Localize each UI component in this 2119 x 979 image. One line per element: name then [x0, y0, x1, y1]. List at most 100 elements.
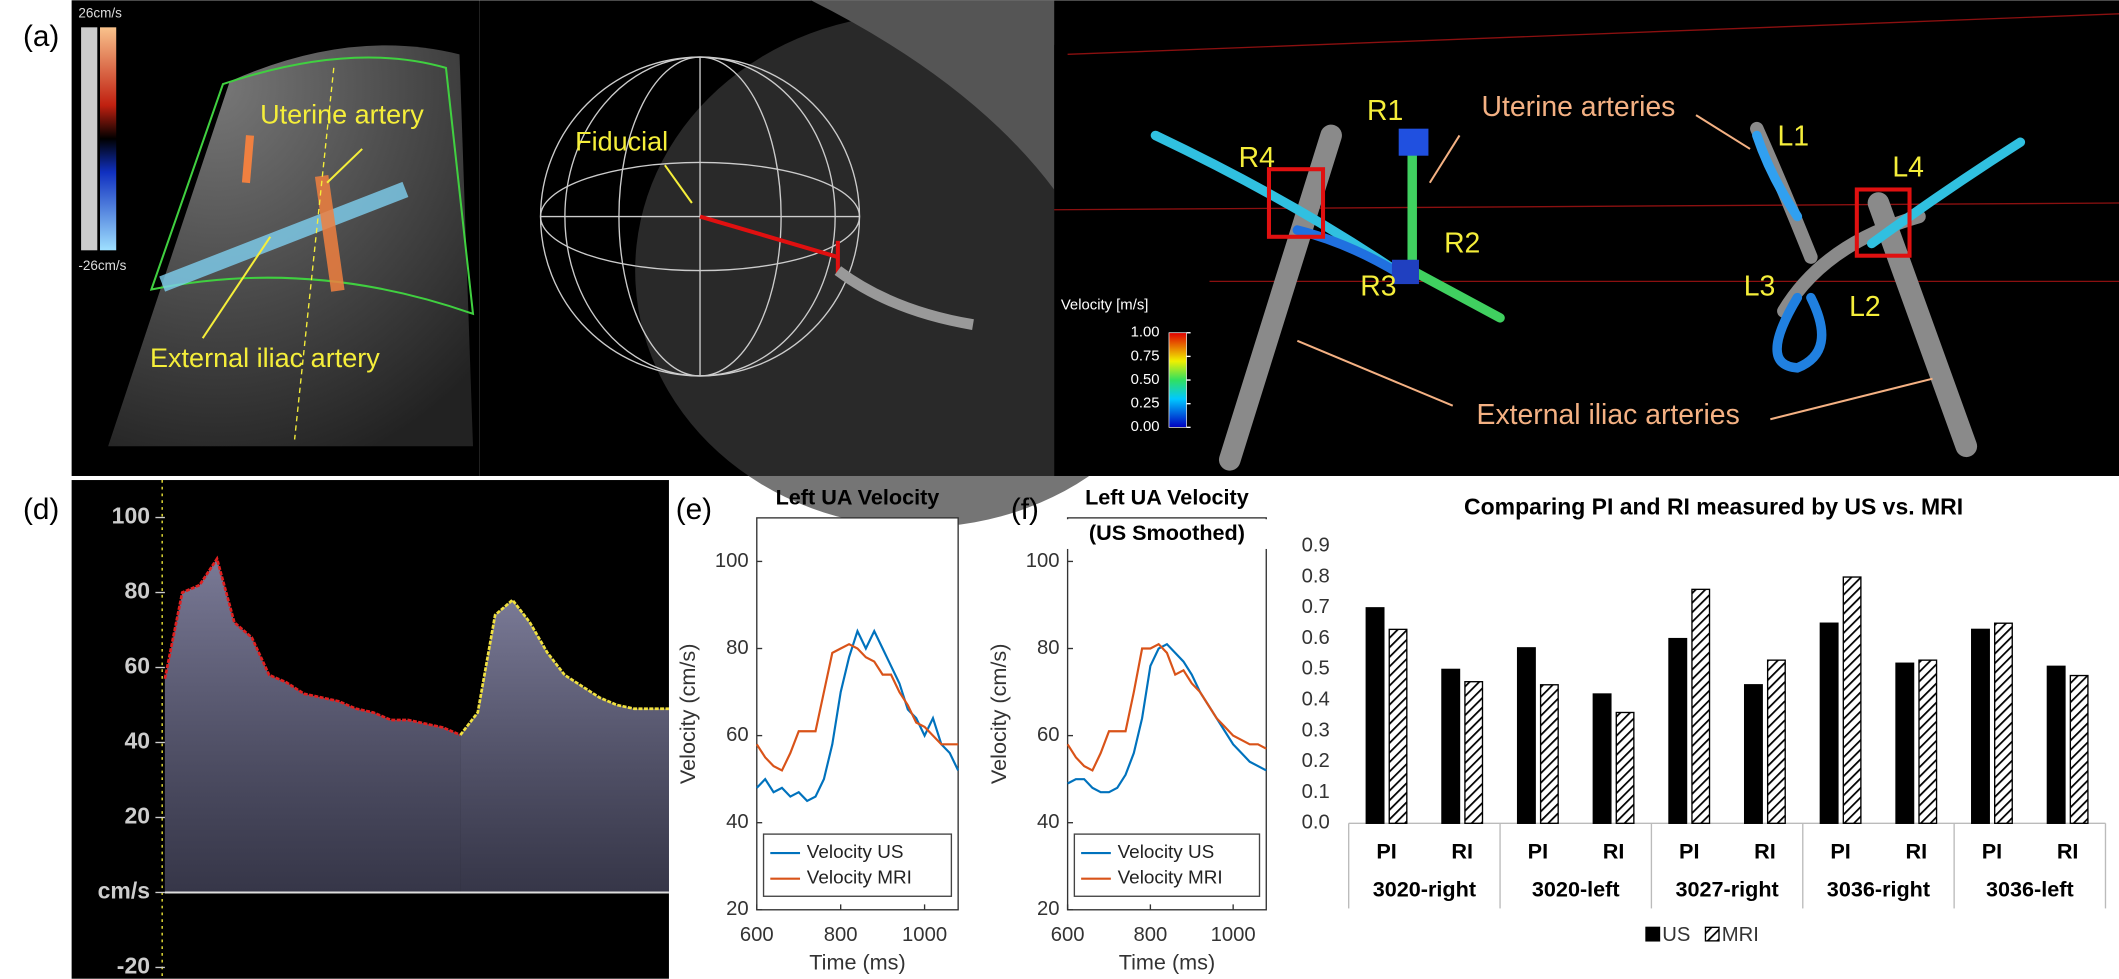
bar — [1918, 659, 1938, 824]
panel-label: (b) — [515, 20, 551, 53]
legend-label: Velocity MRI — [807, 868, 912, 889]
x-tick-label: 1000 — [1211, 924, 1256, 946]
bar — [1819, 622, 1839, 824]
y-tick-label: 0.6 — [1302, 627, 1330, 649]
panel-c: R1 R2 R3 R4 L1 L2 L3 L4 Uterine arteries… — [1054, 0, 2119, 476]
legend-box — [1073, 833, 1261, 897]
colorbar-title: Velocity [m/s] — [1061, 298, 1149, 314]
y-tick-label: 0.7 — [1302, 596, 1330, 618]
legend-label: Velocity US — [1118, 842, 1215, 863]
bar — [1842, 576, 1862, 824]
group-label: 3020-right — [1373, 877, 1476, 902]
y-tick-label: cm/s — [98, 878, 150, 904]
bar — [1365, 607, 1385, 824]
bar — [1516, 647, 1536, 824]
chart-subtitle: (US Smoothed) — [1089, 520, 1245, 545]
x-tick-label: 600 — [1051, 924, 1085, 946]
bar — [1441, 668, 1461, 824]
scale-min: -26cm/s — [78, 258, 126, 273]
group-label: 3036-right — [1827, 877, 1930, 902]
group-label: 3027-right — [1675, 877, 1778, 902]
roi-box — [1266, 167, 1326, 239]
bar — [1766, 659, 1786, 824]
chart-title: Comparing PI and RI measured by US vs. M… — [1464, 493, 1963, 519]
y-tick-label: 80 — [726, 637, 749, 659]
x-tick-label: RI — [1754, 839, 1776, 864]
y-tick-label: 0.3 — [1302, 719, 1330, 741]
legend-label: Velocity US — [807, 842, 904, 863]
y-tick-label: 80 — [1037, 637, 1060, 659]
y-tick-label: 0.4 — [1302, 689, 1330, 711]
chart-title: Left UA Velocity — [776, 485, 940, 510]
x-axis-label: Time (ms) — [1119, 950, 1215, 975]
series-line — [1067, 642, 1267, 794]
vessel — [159, 181, 409, 292]
x-tick-label: RI — [2057, 839, 2079, 864]
vessel-label: L1 — [1778, 121, 1810, 153]
x-tick-label: 600 — [740, 924, 774, 946]
x-tick-label: RI — [1905, 839, 1927, 864]
bar — [1464, 681, 1484, 824]
legend-label: US — [1662, 924, 1690, 946]
y-tick-label: 100 — [1026, 550, 1060, 572]
bar — [2069, 674, 2089, 824]
annotation: Uterine artery — [260, 100, 424, 130]
y-tick-label: 40 — [124, 728, 150, 754]
ultrasound-fan — [108, 45, 473, 447]
y-tick-label: 100 — [112, 503, 150, 529]
scale-max: 26cm/s — [78, 5, 122, 20]
y-tick-label: 20 — [1037, 898, 1060, 920]
colorbar-tick-label: 0.25 — [1131, 396, 1160, 412]
bar — [1691, 588, 1711, 824]
vessel — [241, 135, 255, 184]
x-tick-label: PI — [1830, 839, 1850, 864]
panel-label: (a) — [23, 20, 59, 53]
arrow — [664, 164, 693, 204]
y-tick-label: 60 — [1037, 724, 1060, 746]
colorbar — [1168, 332, 1187, 428]
panel-label: (e) — [676, 493, 712, 526]
y-axis-label: Velocity (cm/s) — [986, 644, 1011, 784]
vessel-label: R4 — [1239, 142, 1275, 174]
panel-a: 26cm/s -26cm/s Uterine artery External i… — [71, 0, 480, 476]
group-label: 3020-left — [1532, 877, 1620, 902]
vessel-label: L4 — [1892, 152, 1924, 184]
panel-label: (c) — [1062, 20, 1097, 53]
annotation: External iliac artery — [150, 343, 380, 373]
x-tick-label: RI — [1451, 839, 1473, 864]
colorbar-tick-label: 0.75 — [1131, 348, 1160, 364]
y-axis-label: Velocity (cm/s) — [675, 644, 700, 784]
x-tick-label: PI — [1376, 839, 1396, 864]
spectrum-area — [164, 558, 461, 893]
x-tick-label: PI — [1982, 839, 2002, 864]
bar — [1592, 693, 1612, 824]
y-tick-label: 40 — [1037, 811, 1060, 833]
y-tick-label: 40 — [726, 811, 749, 833]
x-tick-label: 800 — [1133, 924, 1167, 946]
legend-box — [762, 833, 953, 897]
bar — [1743, 684, 1763, 824]
color-bar — [100, 27, 117, 251]
colorbar-tick-label: 0.50 — [1131, 372, 1160, 388]
annotation: Fiducial — [575, 127, 668, 157]
colorbar-tick-label: 1.00 — [1131, 325, 1160, 341]
vessel-label: R1 — [1367, 95, 1403, 127]
vessel-end — [1398, 128, 1429, 156]
x-tick-label: PI — [1528, 839, 1548, 864]
annotation: External iliac arteries — [1477, 399, 1740, 431]
y-tick-label: 0.9 — [1302, 535, 1330, 557]
panel-label: (f) — [1011, 493, 1039, 526]
arrow — [201, 236, 272, 339]
x-tick-label: 1000 — [902, 924, 947, 946]
bar — [1539, 684, 1559, 824]
y-tick-label: 0.2 — [1302, 750, 1330, 772]
vessel-label: R3 — [1360, 271, 1396, 303]
bar — [1615, 711, 1635, 824]
bar — [2046, 665, 2066, 824]
y-tick-label: 0.5 — [1302, 658, 1330, 680]
bar — [1388, 628, 1408, 824]
vessel — [834, 266, 974, 330]
series-line — [755, 642, 959, 772]
anatomy — [810, 0, 1055, 190]
frame-line — [1067, 13, 2119, 56]
